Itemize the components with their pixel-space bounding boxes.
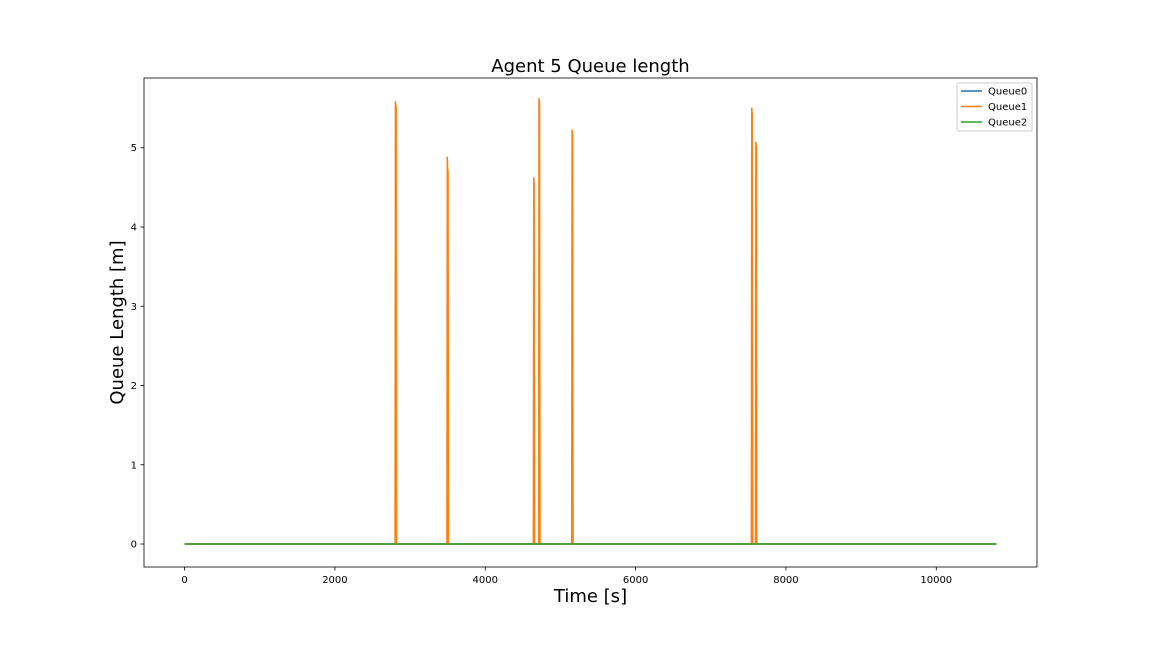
y-tick-label: 5 [131, 143, 137, 154]
x-tick-label: 0 [181, 575, 187, 586]
x-tick-label: 8000 [773, 575, 798, 586]
x-tick-label: 6000 [623, 575, 648, 586]
legend-box [956, 82, 1033, 132]
y-tick-label: 4 [131, 222, 137, 233]
legend-label: Queue1 [988, 102, 1027, 113]
x-tick-label: 4000 [473, 575, 498, 586]
axes-frame [143, 77, 1038, 568]
y-tick-label: 0 [131, 540, 137, 551]
x-tick-label: 2000 [322, 575, 347, 586]
y-tick-label: 1 [131, 460, 137, 471]
legend: Queue0 Queue1 Queue2 [956, 82, 1033, 132]
x-tick-label: 10000 [920, 575, 952, 586]
plot-area [184, 97, 997, 545]
y-tick-label: 3 [131, 302, 137, 313]
axes: 0 2000 4000 6000 8000 10000 0 1 2 3 4 5 [131, 77, 1038, 586]
y-tick-label: 2 [131, 381, 137, 392]
series-line-queue1 [184, 97, 997, 545]
legend-label: Queue2 [988, 118, 1027, 129]
legend-label: Queue0 [988, 87, 1027, 98]
chart-title: Agent 5 Queue length [491, 56, 689, 77]
x-axis-title: Time [s] [553, 586, 627, 607]
y-axis-title: Queue Length [m] [107, 240, 128, 404]
